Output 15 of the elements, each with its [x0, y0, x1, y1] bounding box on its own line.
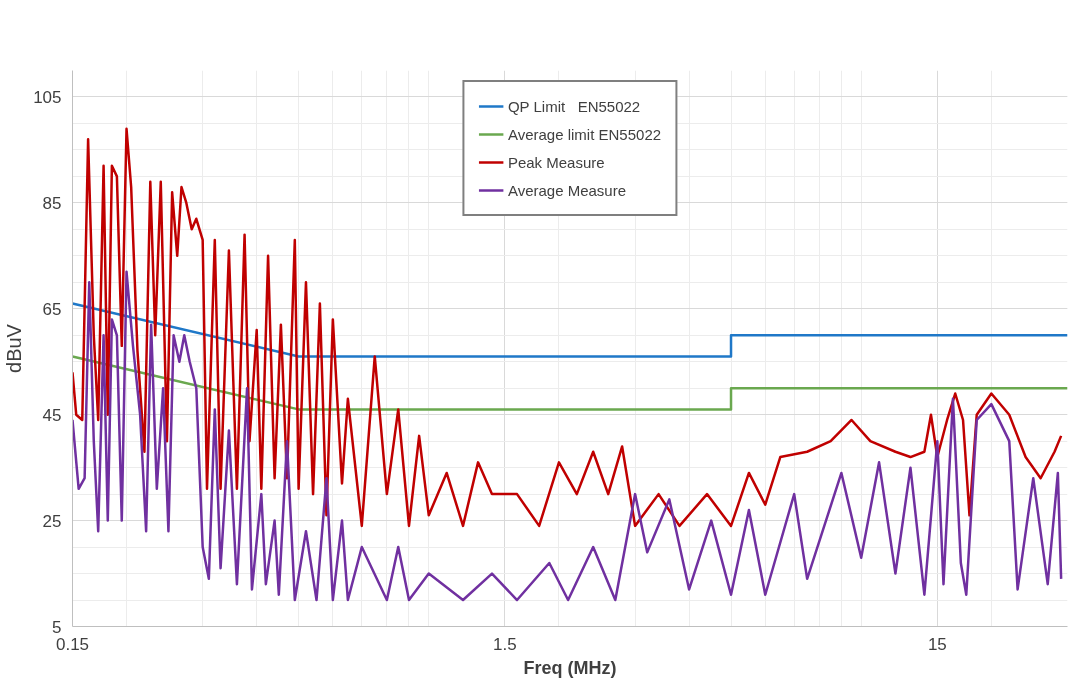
y-tick-label: 105 — [33, 87, 62, 107]
y-tick-label: 25 — [42, 511, 62, 531]
x-tick-label: 1.5 — [493, 634, 517, 654]
legend-label: Peak Measure — [507, 153, 605, 171]
legend-label: Average Measure — [507, 181, 627, 199]
y-axis-title: dBuV — [3, 323, 26, 373]
y-tick-label: 45 — [42, 405, 62, 425]
legend-label: Average limit EN55022 — [507, 125, 662, 143]
x-tick-label: 0.15 — [55, 634, 90, 654]
legend-label: QP Limit EN55022 — [507, 97, 641, 115]
y-tick-label: 85 — [42, 193, 62, 213]
x-axis-title: Freq (MHz) — [523, 657, 617, 678]
y-tick-label: 65 — [42, 299, 62, 319]
y-tick-label: 5 — [52, 617, 62, 637]
x-tick-label: 15 — [927, 634, 947, 654]
